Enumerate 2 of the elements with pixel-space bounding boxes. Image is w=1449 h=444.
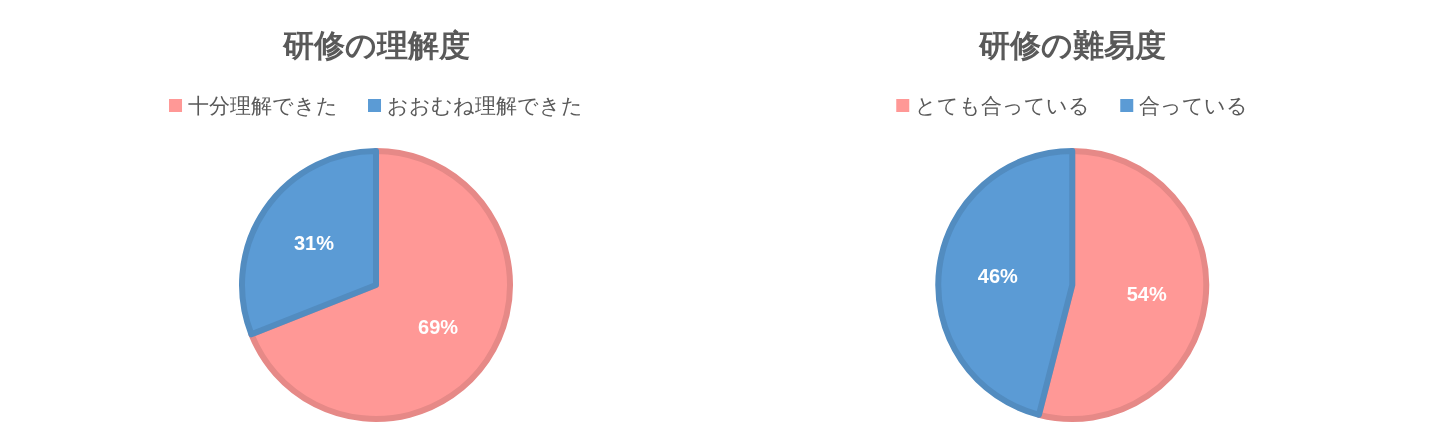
title: 研修の難易度	[978, 27, 1166, 63]
title: 研修の理解度	[282, 27, 470, 63]
